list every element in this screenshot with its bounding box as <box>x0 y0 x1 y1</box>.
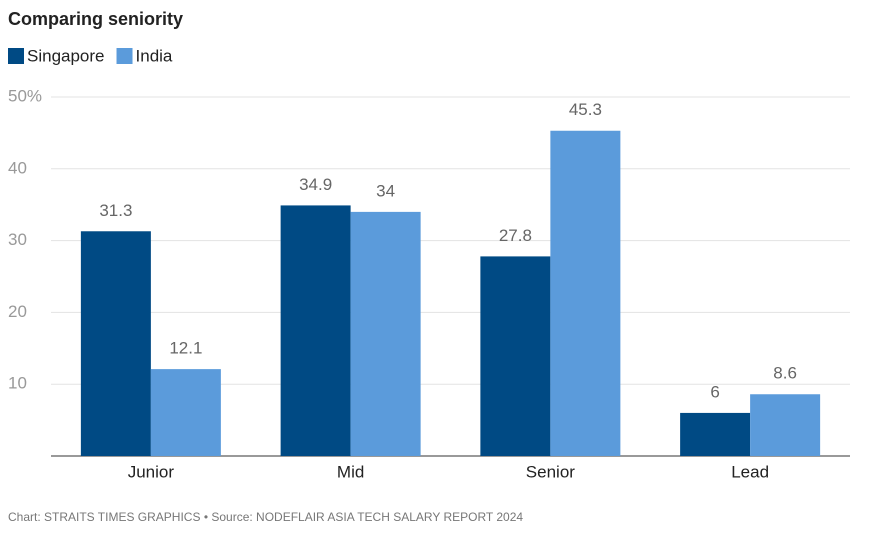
bar <box>280 205 351 456</box>
data-label: 27.8 <box>499 226 532 245</box>
bar <box>80 231 151 456</box>
bar <box>680 412 751 456</box>
bar <box>550 130 621 456</box>
x-tick-label: Mid <box>337 462 364 481</box>
legend-label: Singapore <box>27 46 105 65</box>
legend-swatch <box>116 48 133 64</box>
source-note: Chart: STRAITS TIMES GRAPHICS • Source: … <box>8 510 523 524</box>
bar <box>150 369 221 456</box>
bar <box>350 211 421 456</box>
y-tick-label: 40 <box>8 158 27 177</box>
data-label: 12.1 <box>169 339 202 358</box>
data-label: 34.9 <box>299 175 332 194</box>
y-tick-label: 50% <box>8 86 42 105</box>
chart-title: Comparing seniority <box>8 9 183 29</box>
legend-swatch <box>8 48 24 64</box>
data-label: 6 <box>710 382 719 401</box>
bar <box>480 256 551 456</box>
x-tick-label: Senior <box>526 462 575 481</box>
y-tick-label: 30 <box>8 230 27 249</box>
data-label: 45.3 <box>569 100 602 119</box>
data-label: 34 <box>376 181 395 200</box>
data-label: 31.3 <box>99 201 132 220</box>
legend-label: India <box>136 46 173 65</box>
data-label: 8.6 <box>773 364 797 383</box>
y-tick-label: 20 <box>8 302 27 321</box>
y-tick-label: 10 <box>8 374 27 393</box>
x-tick-label: Junior <box>128 462 175 481</box>
bar <box>750 394 821 456</box>
x-tick-label: Lead <box>731 462 769 481</box>
